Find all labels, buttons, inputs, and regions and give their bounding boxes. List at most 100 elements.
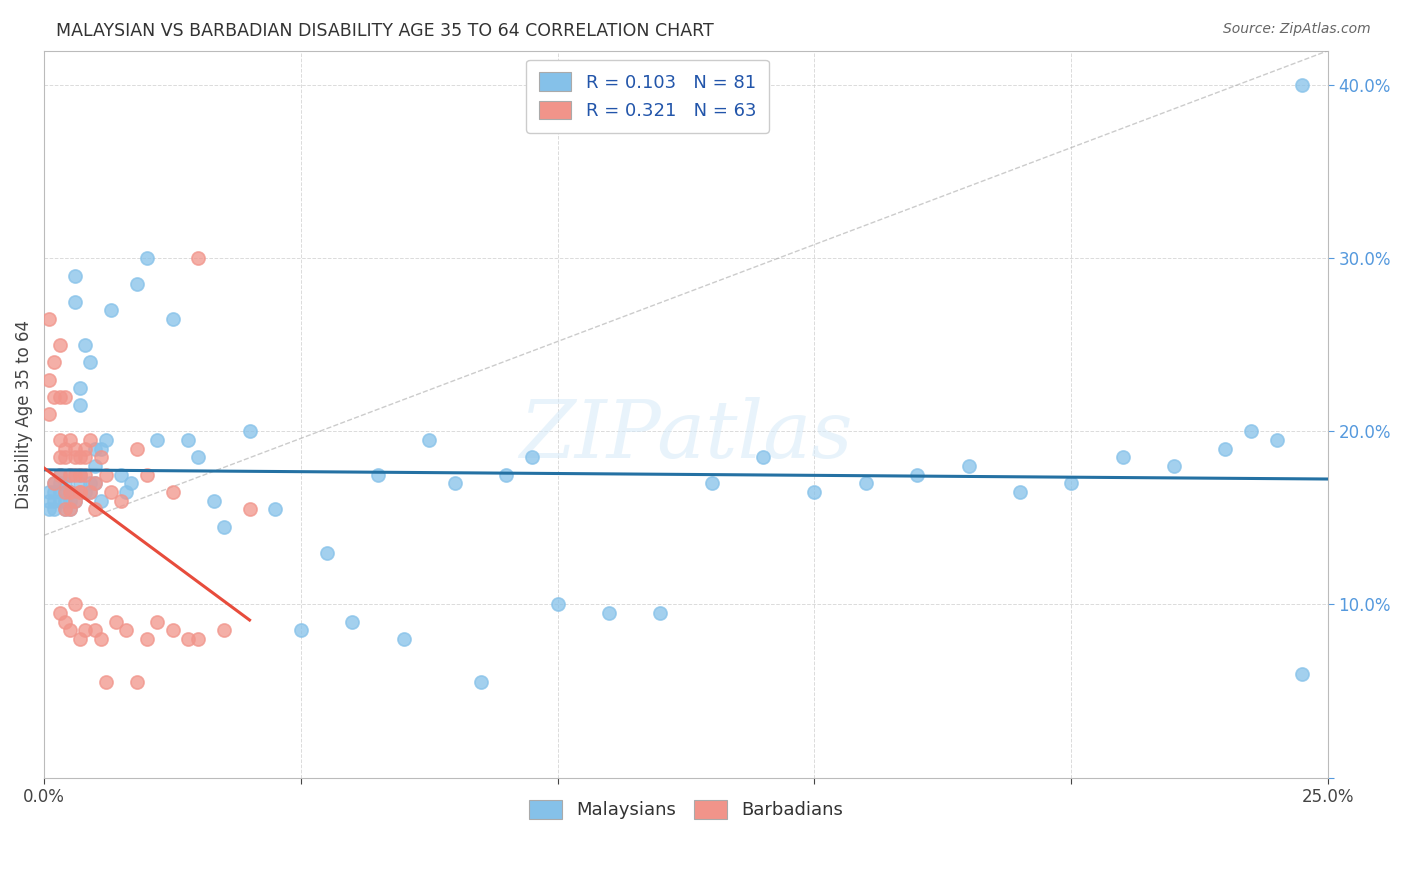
Point — [44, 476, 66, 491]
Point — [53, 493, 76, 508]
Point — [94, 467, 117, 482]
Point — [53, 390, 76, 404]
Point — [290, 624, 312, 638]
Point — [162, 485, 184, 500]
Point — [53, 450, 76, 465]
Point — [38, 485, 60, 500]
Point — [238, 502, 260, 516]
Point — [90, 632, 112, 646]
Point — [105, 615, 128, 629]
Point — [100, 485, 122, 500]
Point — [94, 433, 117, 447]
Text: MALAYSIAN VS BARBADIAN DISABILITY AGE 35 TO 64 CORRELATION CHART: MALAYSIAN VS BARBADIAN DISABILITY AGE 35… — [56, 22, 714, 40]
Point — [75, 467, 97, 482]
Point — [162, 624, 184, 638]
Point — [135, 467, 157, 482]
Point — [94, 675, 117, 690]
Point — [69, 485, 91, 500]
Point — [79, 476, 101, 491]
Point — [75, 442, 97, 456]
Point — [53, 442, 76, 456]
Point — [48, 450, 70, 465]
Point — [75, 338, 97, 352]
Point — [63, 268, 86, 283]
Point — [59, 485, 82, 500]
Point — [803, 485, 825, 500]
Point — [110, 467, 132, 482]
Point — [63, 493, 86, 508]
Point — [90, 450, 112, 465]
Point — [69, 485, 91, 500]
Point — [38, 493, 60, 508]
Point — [63, 598, 86, 612]
Point — [1163, 458, 1185, 473]
Point — [1265, 433, 1288, 447]
Point — [392, 632, 415, 646]
Point — [520, 450, 543, 465]
Point — [177, 433, 200, 447]
Point — [90, 493, 112, 508]
Point — [84, 476, 107, 491]
Point — [79, 485, 101, 500]
Point — [187, 632, 209, 646]
Point — [162, 312, 184, 326]
Point — [48, 606, 70, 620]
Point — [48, 338, 70, 352]
Point — [59, 433, 82, 447]
Point — [53, 615, 76, 629]
Point — [342, 615, 364, 629]
Point — [44, 355, 66, 369]
Point — [135, 252, 157, 266]
Point — [75, 450, 97, 465]
Point — [212, 519, 235, 533]
Point — [264, 502, 287, 516]
Point — [855, 476, 877, 491]
Point — [700, 476, 723, 491]
Point — [63, 294, 86, 309]
Point — [59, 467, 82, 482]
Point — [59, 485, 82, 500]
Point — [48, 476, 70, 491]
Point — [44, 502, 66, 516]
Point — [495, 467, 517, 482]
Point — [69, 399, 91, 413]
Point — [598, 606, 620, 620]
Point — [957, 458, 980, 473]
Point — [125, 442, 148, 456]
Point — [59, 493, 82, 508]
Point — [69, 476, 91, 491]
Point — [177, 632, 200, 646]
Point — [444, 476, 467, 491]
Point — [125, 675, 148, 690]
Point — [202, 493, 225, 508]
Y-axis label: Disability Age 35 to 64: Disability Age 35 to 64 — [15, 319, 32, 508]
Point — [79, 485, 101, 500]
Point — [120, 476, 142, 491]
Point — [44, 485, 66, 500]
Point — [238, 425, 260, 439]
Point — [38, 372, 60, 386]
Point — [1291, 78, 1313, 93]
Point — [84, 476, 107, 491]
Point — [53, 485, 76, 500]
Point — [63, 467, 86, 482]
Point — [905, 467, 928, 482]
Point — [63, 442, 86, 456]
Point — [75, 485, 97, 500]
Text: ZIPatlas: ZIPatlas — [519, 397, 853, 475]
Point — [90, 442, 112, 456]
Point — [59, 485, 82, 500]
Point — [367, 467, 389, 482]
Point — [44, 476, 66, 491]
Point — [59, 485, 82, 500]
Point — [315, 545, 337, 559]
Legend: Malaysians, Barbadians: Malaysians, Barbadians — [522, 793, 851, 827]
Point — [1060, 476, 1083, 491]
Point — [187, 450, 209, 465]
Point — [75, 624, 97, 638]
Point — [59, 502, 82, 516]
Point — [84, 624, 107, 638]
Point — [38, 312, 60, 326]
Point — [69, 381, 91, 395]
Point — [44, 390, 66, 404]
